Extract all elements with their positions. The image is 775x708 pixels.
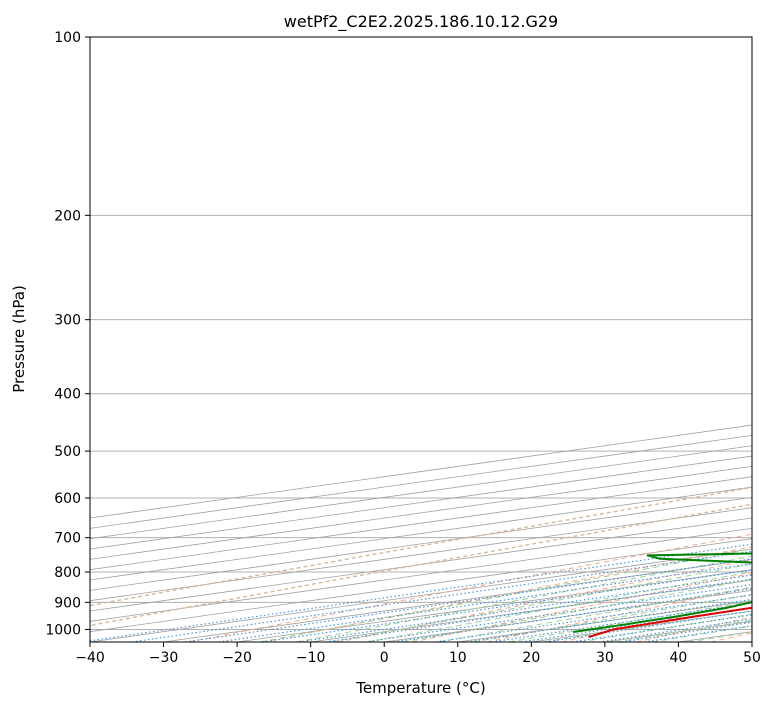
y-tick-label: 100 xyxy=(54,30,81,46)
isotherm-line xyxy=(90,476,752,571)
mixing-ratio-line xyxy=(435,594,752,642)
series-layer xyxy=(572,552,752,639)
mixing-ratio-line xyxy=(262,569,752,642)
x-tick-label: 50 xyxy=(743,650,761,666)
y-tick-label: 500 xyxy=(54,444,81,460)
y-tick-label: 800 xyxy=(54,565,81,581)
moist-adiabat-line xyxy=(331,563,752,642)
plot-frame xyxy=(89,36,753,643)
mixing-ratio-line xyxy=(325,578,752,642)
x-tick-label: 40 xyxy=(670,650,688,666)
x-tick-label: 30 xyxy=(596,650,614,666)
dewpoint-line xyxy=(572,552,752,633)
moist-adiabat-line xyxy=(579,613,752,642)
isotherm-line xyxy=(457,600,752,642)
y-axis-label: Pressure (hPa) xyxy=(10,285,28,393)
y-tick-label: 1000 xyxy=(45,622,81,638)
y-tick-label: 400 xyxy=(54,387,81,403)
isotherm-line xyxy=(90,517,752,612)
guide-lines-layer xyxy=(90,486,752,642)
x-tick-label: 0 xyxy=(380,650,389,666)
y-tick-label: 300 xyxy=(54,313,81,329)
grid-layer xyxy=(90,37,752,642)
isotherm-line xyxy=(90,507,752,602)
x-tick-label: −30 xyxy=(149,650,179,666)
dry-adiabat-line xyxy=(412,572,752,642)
x-axis-label: Temperature (°C) xyxy=(355,679,485,697)
x-tick-label: −10 xyxy=(296,650,326,666)
dry-adiabat-line xyxy=(337,559,752,642)
isotherm-line xyxy=(90,527,752,622)
isotherm-line xyxy=(310,579,752,642)
isotherm-line xyxy=(90,465,752,560)
x-tick-label: −20 xyxy=(222,650,252,666)
chart-title: wetPf2_C2E2.2025.186.10.12.G29 xyxy=(284,12,558,32)
mixing-ratio-line xyxy=(572,614,752,642)
mixing-ratio-line xyxy=(90,543,752,642)
dry-adiabat-line xyxy=(486,586,752,642)
y-tick-label: 900 xyxy=(54,595,81,611)
mixing-ratio-line xyxy=(218,563,752,642)
moist-adiabat-line xyxy=(473,593,752,642)
y-tick-label: 200 xyxy=(54,208,81,224)
dry-adiabat-line xyxy=(710,632,752,642)
mixing-ratio-line xyxy=(298,574,752,642)
mixing-ratio-line xyxy=(364,584,752,642)
axes-layer: −40 −30 −20 −10 0 10 20 30 40 50 100 200 300 400 500 60… xyxy=(45,30,761,666)
x-tick-label: −40 xyxy=(75,650,105,666)
isotherm-line xyxy=(163,558,752,642)
moist-adiabat-line xyxy=(688,631,752,642)
y-tick-label: 600 xyxy=(54,491,81,507)
isotherm-line xyxy=(90,548,752,642)
y-tick-label: 700 xyxy=(54,531,81,547)
dry-adiabat-line xyxy=(636,616,752,642)
isotherm-line xyxy=(751,641,752,642)
moist-adiabat-line xyxy=(651,625,752,642)
x-tick-label: 20 xyxy=(522,650,540,666)
x-tick-label: 10 xyxy=(449,650,467,666)
isotherm-line xyxy=(90,486,752,581)
dry-air-curve xyxy=(90,486,752,607)
moist-adiabat-line xyxy=(615,619,752,642)
moist-adiabat-line xyxy=(402,578,752,642)
moist-adiabat-line xyxy=(367,571,752,642)
dry-adiabat-line xyxy=(561,601,752,642)
isotherm-line xyxy=(90,455,752,550)
isotherm-line xyxy=(90,538,752,633)
isotherm-line xyxy=(90,496,752,591)
isotherm-line xyxy=(237,569,752,642)
dry-adiabat-line xyxy=(263,546,752,642)
dry-adiabat-line xyxy=(188,533,752,642)
moist-adiabat-line xyxy=(437,586,752,642)
